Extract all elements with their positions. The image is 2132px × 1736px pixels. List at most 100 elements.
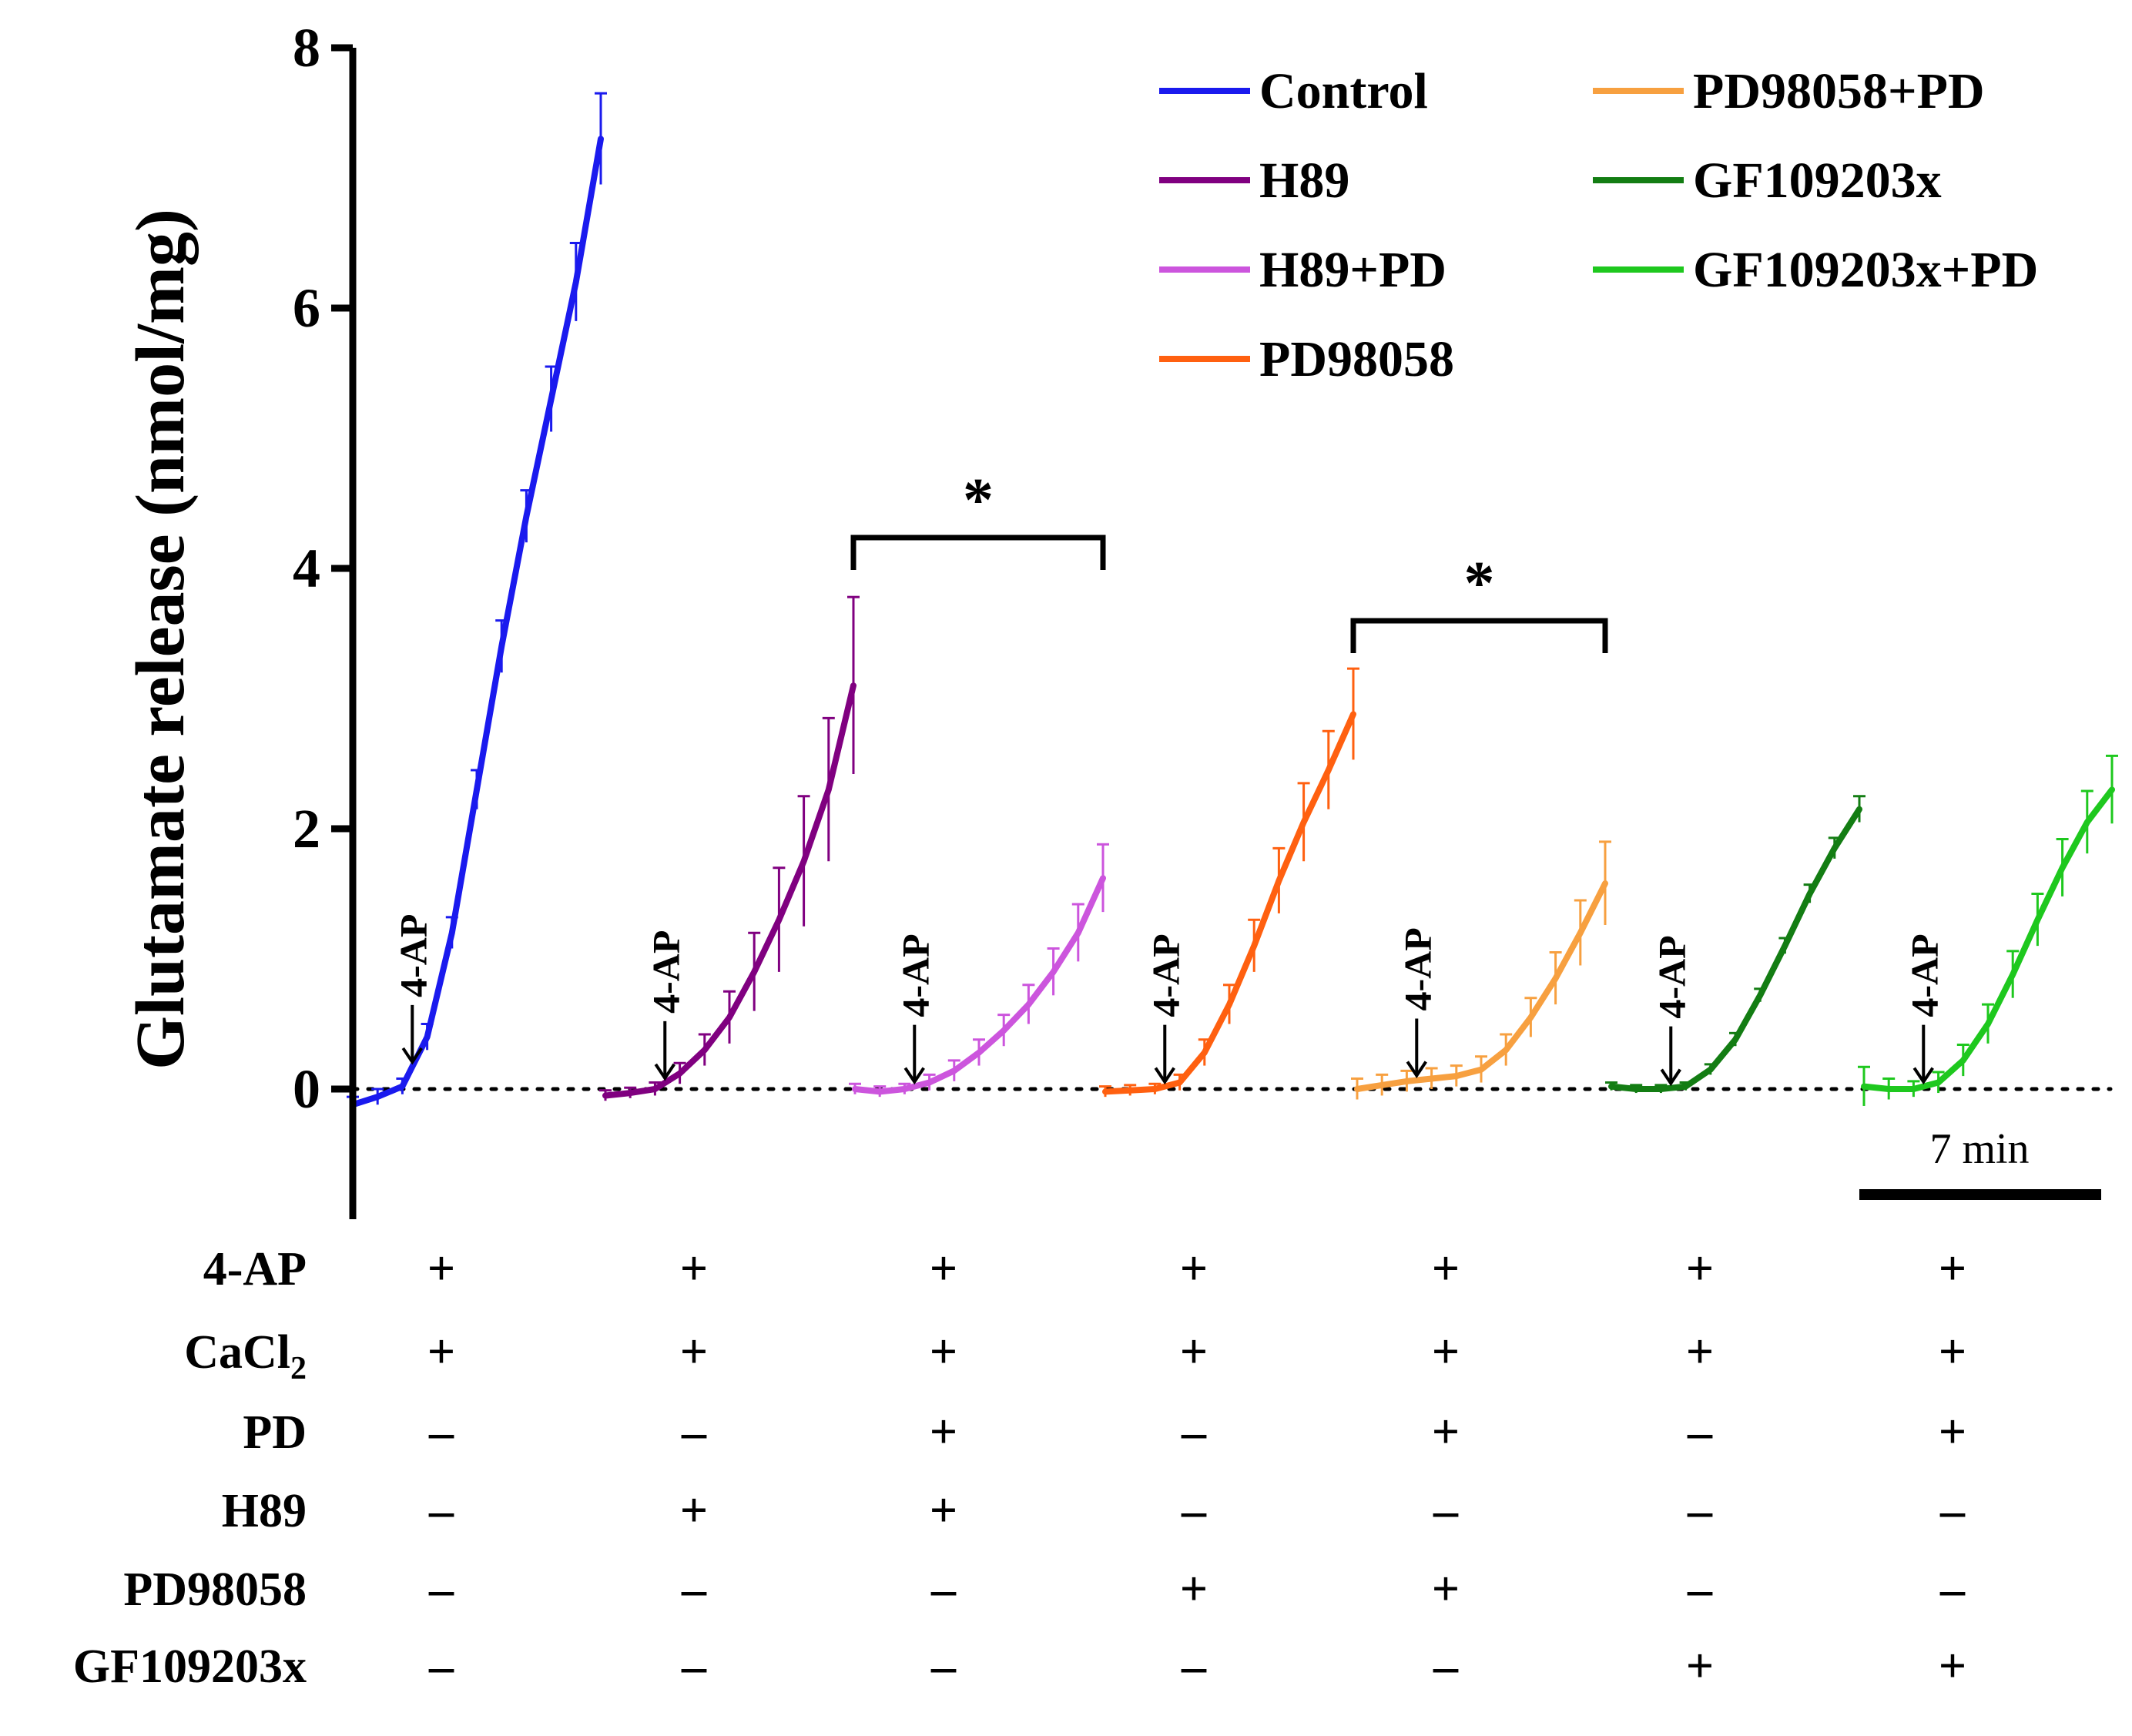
legend-label: Control (1259, 63, 1428, 119)
table-cell: – (1181, 1483, 1207, 1537)
significance-bracket: * (850, 467, 1106, 570)
table-cell: – (1939, 1483, 1966, 1537)
table-cell: – (930, 1638, 957, 1693)
table-cell: + (680, 1324, 708, 1379)
table-cell: + (680, 1241, 708, 1295)
table-cell: – (1939, 1561, 1966, 1616)
table-cell: + (1939, 1241, 1966, 1295)
table-cell: + (930, 1324, 957, 1379)
table-cell: – (681, 1561, 707, 1616)
row-label-subscript: 2 (290, 1351, 307, 1386)
significance-star: * (1464, 550, 1495, 618)
stimulus-arrowhead (1154, 1067, 1175, 1085)
plot-area: 4-AP 4-AP 4-AP 4-AP 4-AP 4-AP 4-AP * * (347, 92, 2118, 1113)
row-label: GF109203x (73, 1640, 307, 1693)
table-cell: – (1687, 1404, 1713, 1459)
row-label: CaCl2 (184, 1326, 307, 1386)
table-cell: – (1181, 1404, 1207, 1459)
y-axis-label: Glutamate release (nmol/mg) (122, 209, 199, 1070)
legend-item: Control (1159, 63, 1428, 119)
stimulus-arrowhead (654, 1063, 675, 1081)
stimulus-arrowhead (903, 1067, 925, 1085)
table-cell: + (680, 1483, 708, 1537)
stimulus-label: 4-AP (1396, 927, 1439, 1010)
table-cell: – (1687, 1561, 1713, 1616)
stimulus-label: 4-AP (1144, 933, 1187, 1017)
row-label: PD (243, 1406, 307, 1459)
series-line (1102, 711, 1356, 1095)
table-cell: + (1686, 1638, 1714, 1693)
row-label: PD98058 (123, 1563, 307, 1616)
legend-item: GF109203x+PD (1593, 242, 2038, 298)
row-label: 4-AP (203, 1243, 307, 1295)
stimulus-label: 4-AP (391, 914, 434, 997)
series-h89: 4-AP (599, 595, 860, 1101)
table-cell: – (428, 1404, 454, 1459)
series-line (1608, 806, 1862, 1092)
legend: Control H89 H89+PD PD98058 PD98058+PD GF10920… (1159, 63, 2038, 387)
legend-label: H89 (1259, 152, 1349, 209)
stimulus-label: 4-AP (1902, 933, 1946, 1017)
legend-item: GF109203x (1593, 152, 1942, 209)
table-cell: + (930, 1404, 957, 1459)
table-cell: + (1180, 1324, 1208, 1379)
series-line (1861, 786, 2115, 1092)
series-gf109203x-pd: 4-AP (1858, 754, 2118, 1106)
table-cell: – (930, 1561, 957, 1616)
y-tick-label: 4 (293, 538, 320, 599)
table-cell: – (681, 1404, 707, 1459)
series-line (602, 682, 856, 1099)
significance-bracket: * (1350, 550, 1608, 653)
legend-item: PD98058+PD (1593, 63, 1985, 119)
stimulus-arrowhead (1912, 1067, 1934, 1085)
y-tick-label: 8 (293, 17, 320, 79)
series-line (852, 875, 1106, 1095)
legend-item: PD98058 (1159, 331, 1454, 387)
series-pd98058: 4-AP (1099, 667, 1359, 1098)
stimulus-arrowhead (1660, 1068, 1681, 1087)
bracket-line (850, 535, 1106, 570)
table-cell: + (1432, 1404, 1460, 1459)
table-cell: + (427, 1241, 455, 1295)
table-cell: + (1432, 1241, 1460, 1295)
table-row: GF109203x – – – – – + + (73, 1638, 1966, 1693)
legend-label: PD98058+PD (1693, 63, 1985, 119)
table-row: PD – – + – + – + (243, 1404, 1966, 1459)
table-cell: – (1687, 1483, 1713, 1537)
bracket-line (1350, 618, 1608, 653)
y-tick-label: 2 (293, 798, 320, 860)
series-line (1354, 880, 1608, 1092)
table-cell: – (1181, 1638, 1207, 1693)
series-gf109203x: 4-AP (1605, 795, 1866, 1094)
legend-label: H89+PD (1259, 242, 1446, 298)
table-cell: + (930, 1483, 957, 1537)
table-cell: + (930, 1241, 957, 1295)
y-tick-label: 6 (293, 277, 320, 339)
series-control: 4-AP (347, 92, 607, 1113)
y-tick-label: 0 (293, 1058, 320, 1120)
scale-bar-label: 7 min (1929, 1125, 2029, 1173)
table-cell: – (428, 1483, 454, 1537)
legend-item: H89+PD (1159, 242, 1446, 298)
table-row: CaCl2 + + + + + + + (184, 1324, 1966, 1386)
table-cell: + (1686, 1324, 1714, 1379)
table-row: PD98058 – – – + + – – (123, 1561, 1966, 1616)
y-axis: 0 2 4 6 8 (293, 17, 357, 1219)
table-cell: – (428, 1561, 454, 1616)
stimulus-label: 4-AP (893, 933, 937, 1017)
table-cell: + (1939, 1638, 1966, 1693)
stimulus-arrowhead (1406, 1061, 1427, 1079)
stimulus-label: 4-AP (1650, 935, 1693, 1018)
table-row: H89 – + + – – – – (222, 1483, 1966, 1537)
legend-item: H89 (1159, 152, 1349, 209)
table-cell: + (1939, 1404, 1966, 1459)
table-cell: + (1686, 1241, 1714, 1295)
table-cell: – (681, 1638, 707, 1693)
table-cell: + (1432, 1324, 1460, 1379)
table-cell: – (428, 1638, 454, 1693)
series-h89-pd: 4-AP (849, 843, 1109, 1098)
stimulus-arrowhead (401, 1047, 423, 1065)
table-cell: + (427, 1324, 455, 1379)
legend-label: GF109203x+PD (1693, 242, 2038, 298)
